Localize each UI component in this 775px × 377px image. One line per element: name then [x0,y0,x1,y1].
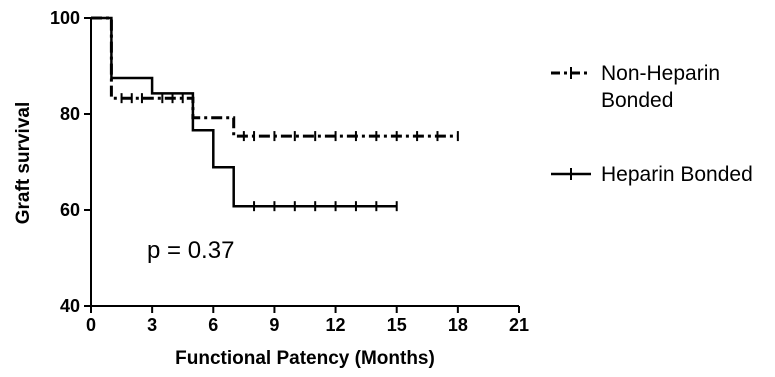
x-tick-label: 0 [86,315,96,335]
y-tick-label: 60 [60,200,80,220]
y-tick-label: 80 [60,104,80,124]
x-tick-label: 6 [208,315,218,335]
legend: Non-Heparin Bonded Heparin Bonded [551,62,753,186]
x-tick-label: 3 [147,315,157,335]
x-axis-title: Functional Patency (Months) [175,348,435,369]
series-line-heparin [91,16,397,208]
legend-label-heparin: Heparin Bonded [601,163,753,186]
p-value-annotation: p = 0.37 [147,237,234,264]
x-tick-label: 21 [509,315,529,335]
y-tick-label: 40 [60,296,80,316]
x-tick-label: 12 [326,315,346,335]
legend-label-non-heparin: Non-Heparin [601,62,720,85]
axes: 0 3 6 9 12 15 18 21 40 60 80 100 [50,8,529,335]
x-tick-label: 9 [269,315,279,335]
legend-label-non-heparin-line2: Bonded [601,89,673,112]
y-axis-title: Graft survival [13,102,34,225]
x-tick-label: 18 [448,315,468,335]
series-layer [91,16,459,212]
y-tick-label: 100 [50,8,80,28]
x-tick-label: 15 [387,315,407,335]
